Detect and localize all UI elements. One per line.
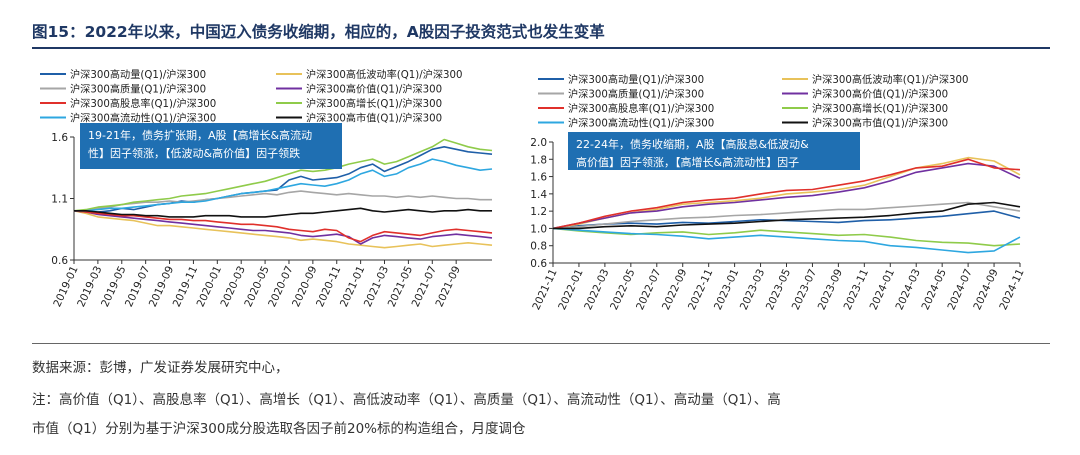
series-line-5	[73, 210, 493, 243]
series-line-6	[73, 138, 493, 212]
x-tick-label: 2023-09	[816, 267, 845, 312]
x-tick-label: 2023-11	[842, 267, 871, 312]
series-line-7	[74, 158, 493, 212]
legend-label: 沪深300高质量(Q1)/沪深300	[568, 88, 704, 101]
title-divider	[32, 47, 1050, 49]
x-tick-label: 2024-07	[945, 267, 974, 312]
x-tick-label: 2023-07	[790, 267, 819, 312]
footnote-line-2: 市值（Q1）分别为基于沪深300成分股选取各因子前20%标的构造组合，月度调仓	[32, 421, 526, 437]
y-tick-label: 1.1	[51, 194, 68, 206]
y-tick-label: 0.6	[51, 255, 68, 267]
series-line-5	[552, 158, 1021, 230]
legend-label: 沪深300高流动性(Q1)/沪深300	[70, 112, 216, 125]
legend-label: 沪深300高低波动率(Q1)/沪深300	[306, 68, 462, 81]
y-tick-label: 0.8	[530, 241, 547, 253]
x-tick-label: 2021-11	[530, 267, 559, 312]
annotation-text: 高价值】因子领涨，【高增长&高流动性】因子	[576, 155, 799, 169]
series-line-8	[553, 201, 1021, 230]
y-tick-label: 1.4	[530, 189, 547, 201]
x-tick-label: 2023-03	[738, 267, 767, 312]
y-tick-label: 1.6	[51, 132, 68, 144]
series-line-1	[73, 146, 493, 213]
x-tick-label: 2024-09	[971, 267, 1000, 312]
series-line-2	[73, 210, 493, 249]
legend-label: 沪深300高流动性(Q1)/沪深300	[568, 117, 714, 130]
x-tick-label: 2024-05	[919, 267, 948, 312]
legend-label: 沪深300高价值(Q1)/沪深300	[306, 83, 442, 96]
x-tick-label: 2022-03	[582, 267, 611, 312]
series-line-3	[74, 190, 492, 212]
x-tick-label: 2022-01	[556, 267, 585, 312]
y-tick-label: 1.2	[530, 206, 547, 218]
y-tick-label: 1.6	[530, 172, 547, 184]
series-line-4	[552, 162, 1021, 230]
annotation-text: 22-24年，债务收缩期，A股【高股息&低波动&	[576, 137, 809, 151]
series-line-8	[74, 207, 492, 218]
legend-label: 沪深300高市值(Q1)/沪深300	[306, 112, 442, 125]
series-line-3	[552, 201, 1021, 230]
footer-divider	[32, 343, 1050, 344]
source-note: 数据来源：彭博，广发证券发展研究中心，	[32, 360, 289, 376]
y-tick-label: 2.0	[530, 137, 547, 149]
x-tick-label: 2023-05	[764, 267, 793, 312]
legend-label: 沪深300高增长(Q1)/沪深300	[812, 102, 948, 115]
legend-label: 沪深300高增长(Q1)/沪深300	[306, 97, 442, 110]
annotation-box	[80, 123, 342, 169]
chart-right: 0.60.81.01.21.41.61.82.02021-112022-0120…	[530, 73, 1026, 312]
annotation-text: 19-21年，债务扩张期，A股【高增长&高流动	[88, 128, 312, 142]
footnote-line-1: 注：高价值（Q1）、高股息率（Q1）、高增长（Q1）、高低波动率（Q1）、高质量…	[32, 392, 781, 408]
legend-label: 沪深300高价值(Q1)/沪深300	[812, 88, 948, 101]
x-tick-label: 2024-03	[894, 267, 923, 312]
legend-label: 沪深300高股息率(Q1)/沪深300	[568, 102, 714, 115]
legend-label: 沪深300高股息率(Q1)/沪深300	[70, 97, 216, 110]
legend-label: 沪深300高市值(Q1)/沪深300	[812, 117, 948, 130]
x-tick-label: 2024-01	[868, 267, 897, 312]
series-line-4	[73, 210, 493, 245]
series-line-7	[552, 227, 1021, 254]
x-tick-label: 2023-01	[712, 267, 741, 312]
figure-title: 图15：2022年以来，中国迈入债务收缩期，相应的，A股因子投资范式也发生变革	[32, 23, 605, 41]
y-tick-label: 1.0	[530, 223, 547, 235]
y-tick-label: 1.8	[530, 154, 547, 166]
series-line-6	[552, 227, 1021, 247]
x-tick-label: 2022-09	[660, 267, 689, 312]
x-tick-label: 2022-07	[634, 267, 663, 312]
chart-left: 0.61.11.62019-012019-032019-052019-07201…	[40, 68, 493, 309]
legend-label: 沪深300高动量(Q1)/沪深300	[70, 68, 206, 81]
x-tick-label: 2024-11	[997, 267, 1026, 312]
annotation-text: 性】因子领涨，【低波动&高价值】因子领跌	[88, 146, 300, 160]
x-tick-label: 2022-05	[608, 267, 637, 312]
y-tick-label: 0.6	[530, 258, 547, 270]
legend-label: 沪深300高质量(Q1)/沪深300	[70, 83, 206, 96]
legend-label: 沪深300高动量(Q1)/沪深300	[568, 73, 704, 86]
x-tick-label: 2022-11	[686, 267, 715, 312]
annotation-box	[568, 132, 860, 170]
legend-label: 沪深300高低波动率(Q1)/沪深300	[812, 73, 968, 86]
